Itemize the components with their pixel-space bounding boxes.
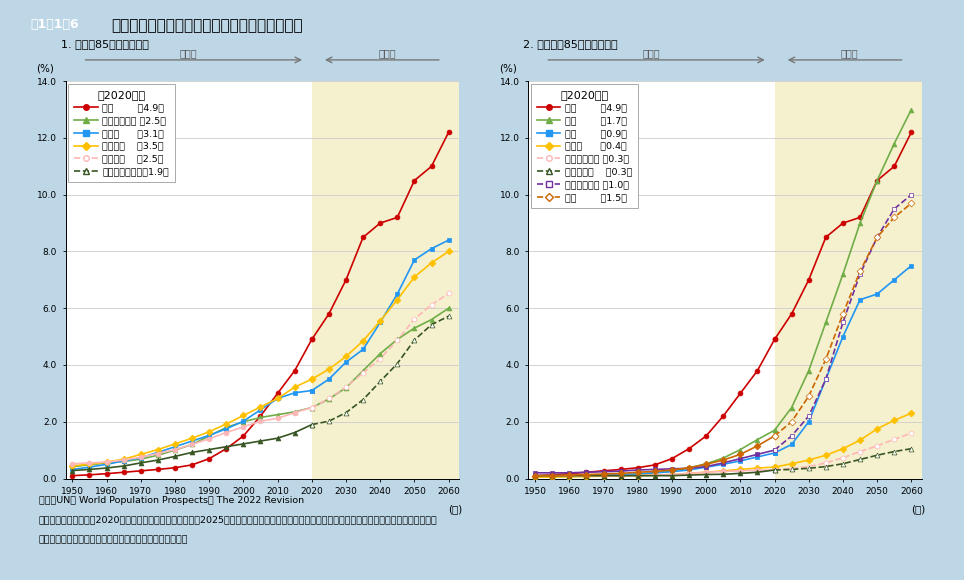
Text: (%): (%) [498,63,517,73]
Text: 実績値: 実績値 [180,48,198,58]
Text: 世界の各年代別高齢者の割合及び推移（続き）: 世界の各年代別高齢者の割合及び推移（続き） [111,18,303,33]
Text: 2. アジア（85歳以上人口）: 2. アジア（85歳以上人口） [523,39,618,49]
Bar [311,81,459,478]
Bar [774,81,922,478]
Text: 1. 欧米（85歳以上人口）: 1. 欧米（85歳以上人口） [61,39,148,49]
Text: 資料：UN， World Population Prospects： The 2022 Revision: 資料：UN， World Population Prospects： The 2… [39,496,304,505]
Text: (%): (%) [36,63,54,73]
Text: の出生中位・死亡中位仮定による推計結果による。: の出生中位・死亡中位仮定による推計結果による。 [39,535,188,545]
Text: (年): (年) [911,505,925,514]
Text: 図1－1－6: 図1－1－6 [31,19,79,31]
Legend: 日本        （4.9）, 韓国        （1.7）, 中国        （0.9）, インド      （0.4）, インドネシア （0.3）,: 日本 （4.9）, 韓国 （1.7）, 中国 （0.9）, インド （0.4）,… [531,84,638,208]
Text: ただし日本は、2020年までは総務省「国勢調査」、2025年以降は国立社会保障・人口問題研究所「日本の将来推計人口（令和５年推計）」: ただし日本は、2020年までは総務省「国勢調査」、2025年以降は国立社会保障・… [39,516,438,525]
Legend: 日本        （4.9）, スウェーデン （2.5）, ドイツ      （3.1）, フランス    （3.5）, イギリス    （2.5）, アメリ: 日本 （4.9）, スウェーデン （2.5）, ドイツ （3.1）, フランス … [68,84,174,182]
Text: 実績値: 実績値 [643,48,660,58]
Text: 推計値: 推計値 [841,48,859,58]
Text: 推計値: 推計値 [378,48,396,58]
Text: (年): (年) [448,505,463,514]
